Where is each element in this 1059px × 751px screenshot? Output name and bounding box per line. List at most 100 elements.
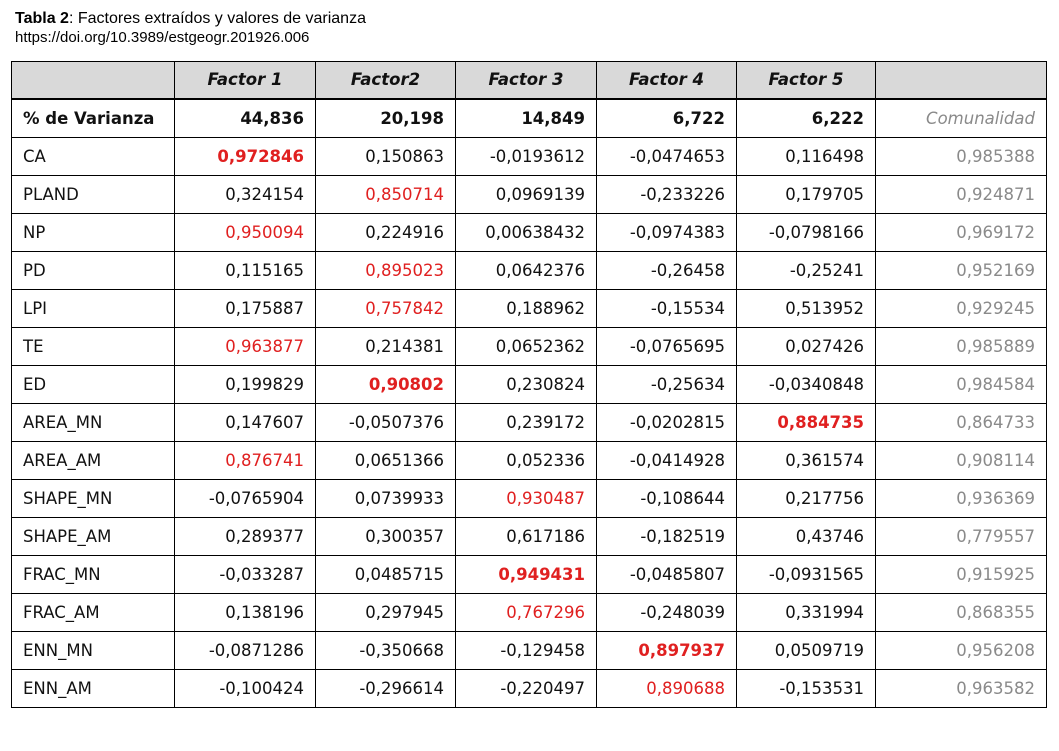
table-row: FRAC_MN -0,033287 0,0485715 0,949431 -0,0485… <box>11 555 1047 594</box>
table-row: SHAPE_MN -0,0765904 0,0739933 0,930487 -0,10… <box>11 479 1047 518</box>
factor-loading-cell: 0,949431 <box>455 555 597 594</box>
factor-loading-cell: -0,0931565 <box>736 555 876 594</box>
factor-loading-cell: -0,100424 <box>174 669 316 708</box>
table-row: ENN_MN -0,0871286 -0,350668 -0,129458 0,8979… <box>11 631 1047 670</box>
row-label: PLAND <box>11 175 175 214</box>
header-cell-blank-end <box>875 61 1047 100</box>
factor-loading-cell: 0,214381 <box>315 327 456 366</box>
row-label: SHAPE_MN <box>11 479 175 518</box>
factor-loading-cell: 0,331994 <box>736 593 876 632</box>
factor-loading-cell: 0,188962 <box>455 289 597 328</box>
factor-loading-cell: 0,324154 <box>174 175 316 214</box>
factor-loading-cell: -0,0340848 <box>736 365 876 404</box>
factor-loading-cell: 0,876741 <box>174 441 316 480</box>
factor-loading-cell: -0,0414928 <box>596 441 737 480</box>
table-row: SHAPE_AM 0,289377 0,300357 0,617186 -0,18251… <box>11 517 1047 556</box>
row-label: FRAC_MN <box>11 555 175 594</box>
table-row: AREA_AM 0,876741 0,0651366 0,052336 -0,04149… <box>11 441 1047 480</box>
factor-loading-cell: -0,0765904 <box>174 479 316 518</box>
factor-loading-cell: 0,950094 <box>174 213 316 252</box>
factor-loading-cell: 0,217756 <box>736 479 876 518</box>
factor-loading-cell: 0,767296 <box>455 593 597 632</box>
communality-cell: 0,956208 <box>875 631 1047 670</box>
factor-loading-cell: 0,0485715 <box>315 555 456 594</box>
factor-loading-cell: -0,0507376 <box>315 403 456 442</box>
table-row: LPI 0,175887 0,757842 0,188962 -0,15534 0,513… <box>11 289 1047 328</box>
table-row: FRAC_AM 0,138196 0,297945 0,767296 -0,248039… <box>11 593 1047 632</box>
factor-loading-cell: -0,153531 <box>736 669 876 708</box>
factor-loading-cell: 0,90802 <box>315 365 456 404</box>
factor-loading-cell: 0,300357 <box>315 517 456 556</box>
factor-loading-cell: 0,895023 <box>315 251 456 290</box>
communality-cell: 0,915925 <box>875 555 1047 594</box>
factor-loading-cell: 0,361574 <box>736 441 876 480</box>
factor-loading-cell: -0,296614 <box>315 669 456 708</box>
factor-loading-cell: -0,350668 <box>315 631 456 670</box>
factor-loading-cell: 0,00638432 <box>455 213 597 252</box>
header-factor-3: Factor 3 <box>455 61 597 100</box>
factor-loading-cell: 0,513952 <box>736 289 876 328</box>
variance-label: % de Varianza <box>11 98 175 138</box>
communality-cell: 0,779557 <box>875 517 1047 556</box>
factor-loading-cell: 0,150863 <box>315 137 456 176</box>
communality-cell: 0,963582 <box>875 669 1047 708</box>
factor-loading-cell: -0,220497 <box>455 669 597 708</box>
table-row: ENN_AM -0,100424 -0,296614 -0,220497 0,89068… <box>11 669 1047 708</box>
variance-value: 20,198 <box>315 98 456 138</box>
factor-loading-cell: 0,297945 <box>315 593 456 632</box>
factor-loading-cell: -0,25241 <box>736 251 876 290</box>
communality-cell: 0,864733 <box>875 403 1047 442</box>
factor-loading-cell: -0,248039 <box>596 593 737 632</box>
factor-loading-cell: 0,897937 <box>596 631 737 670</box>
factor-loading-cell: 0,179705 <box>736 175 876 214</box>
factor-loading-cell: 0,116498 <box>736 137 876 176</box>
variance-row: % de Varianza 44,836 20,198 14,849 6,722… <box>11 98 1047 138</box>
factor-loading-cell: 0,0509719 <box>736 631 876 670</box>
factor-loading-cell: 0,972846 <box>174 137 316 176</box>
factor-loading-cell: -0,0798166 <box>736 213 876 252</box>
caption-title-rest: : Factores extraídos y valores de varian… <box>68 10 366 27</box>
communality-cell: 0,952169 <box>875 251 1047 290</box>
factor-loading-cell: 0,289377 <box>174 517 316 556</box>
table-row: PLAND 0,324154 0,850714 0,0969139 -0,233226 0… <box>11 175 1047 214</box>
factor-loading-cell: 0,757842 <box>315 289 456 328</box>
header-row: Factor 1 Factor2 Factor 3 Factor 4 Facto… <box>11 61 1047 100</box>
factor-loading-cell: 0,963877 <box>174 327 316 366</box>
header-factor-4: Factor 4 <box>596 61 737 100</box>
factor-loading-cell: 0,0642376 <box>455 251 597 290</box>
communality-header: Comunalidad <box>875 98 1047 138</box>
factor-loading-cell: -0,182519 <box>596 517 737 556</box>
factor-loading-cell: -0,0474653 <box>596 137 737 176</box>
caption-doi: https://doi.org/10.3989/estgeogr.201926.… <box>15 29 310 46</box>
factor-loading-cell: 0,175887 <box>174 289 316 328</box>
factor-loading-cell: -0,108644 <box>596 479 737 518</box>
factor-loading-cell: -0,0193612 <box>455 137 597 176</box>
factor-loading-cell: -0,0485807 <box>596 555 737 594</box>
table-row: AREA_MN 0,147607 -0,0507376 0,239172 -0,0202… <box>11 403 1047 442</box>
factor-loading-cell: 0,0652362 <box>455 327 597 366</box>
factor-loading-cell: 0,884735 <box>736 403 876 442</box>
table-row: ED 0,199829 0,90802 0,230824 -0,25634 -0,0340… <box>11 365 1047 404</box>
factor-loading-cell: 0,115165 <box>174 251 316 290</box>
header-factor-5: Factor 5 <box>736 61 876 100</box>
variance-value: 44,836 <box>174 98 316 138</box>
row-label: AREA_MN <box>11 403 175 442</box>
factor-loading-cell: -0,15534 <box>596 289 737 328</box>
caption-title-bold: Tabla 2 <box>15 10 69 27</box>
row-label: ENN_MN <box>11 631 175 670</box>
row-label: ED <box>11 365 175 404</box>
row-label: ENN_AM <box>11 669 175 708</box>
factor-loading-cell: 0,43746 <box>736 517 876 556</box>
communality-cell: 0,984584 <box>875 365 1047 404</box>
row-label: LPI <box>11 289 175 328</box>
table-row: PD 0,115165 0,895023 0,0642376 -0,26458 -0,25… <box>11 251 1047 290</box>
table-row: NP 0,950094 0,224916 0,00638432 -0,0974383 -0… <box>11 213 1047 252</box>
communality-cell: 0,985889 <box>875 327 1047 366</box>
factor-loading-cell: 0,052336 <box>455 441 597 480</box>
row-label: PD <box>11 251 175 290</box>
row-label: TE <box>11 327 175 366</box>
factor-loading-cell: 0,147607 <box>174 403 316 442</box>
factor-loading-cell: -0,26458 <box>596 251 737 290</box>
communality-cell: 0,924871 <box>875 175 1047 214</box>
factor-loading-cell: 0,0651366 <box>315 441 456 480</box>
